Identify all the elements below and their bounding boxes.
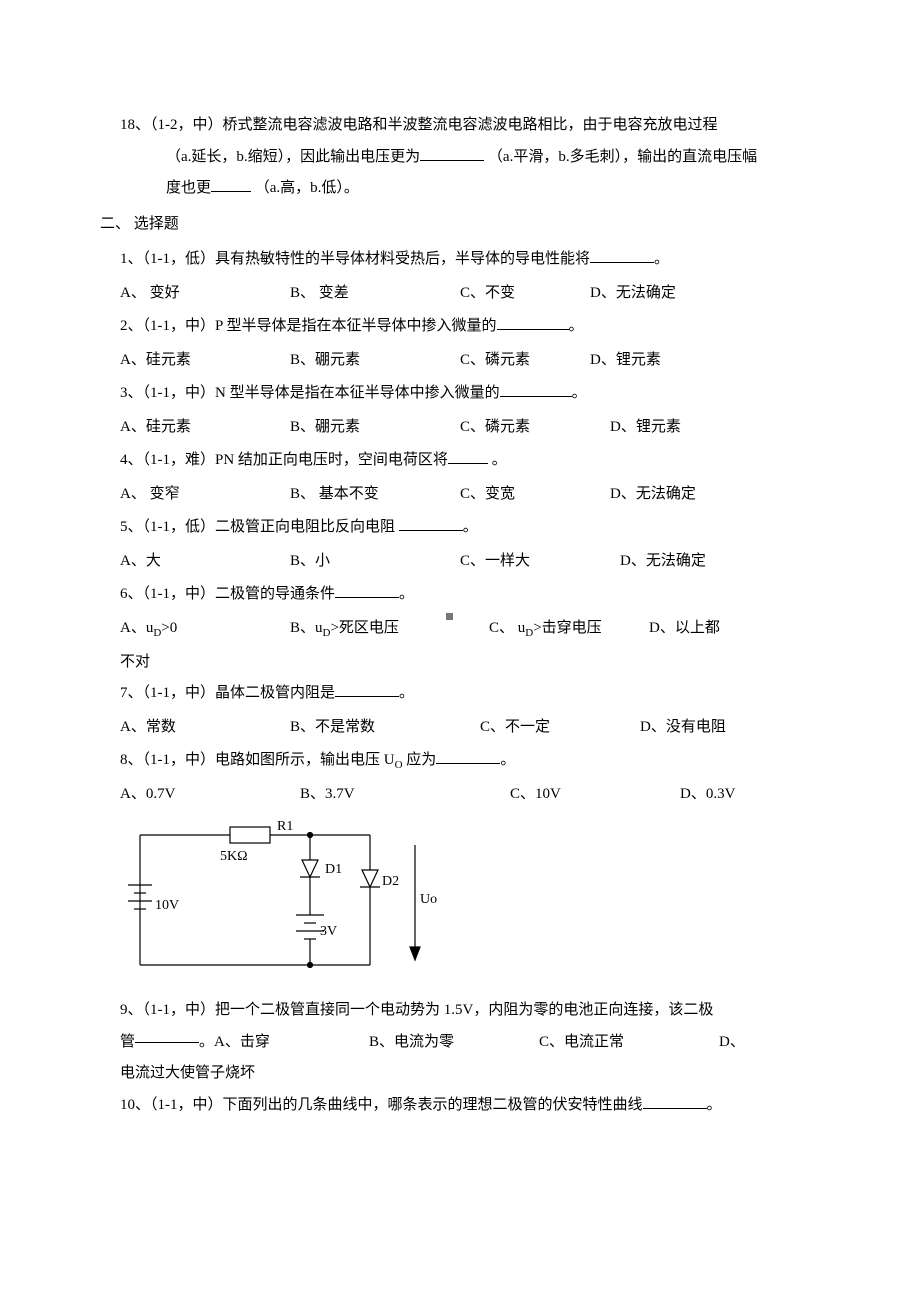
blank (448, 448, 488, 464)
q1-stem: 1、（1-1，低）具有热敏特性的半导体材料受热后，半导体的导电性能将。 (120, 244, 820, 276)
q18-line3: 度也更 （a.高，b.低）。 (120, 173, 820, 205)
circuit-label-uo: Uo (420, 892, 437, 907)
q6-options: A、uD>0 B、uD>死区电压 C、 uD>击穿电压 D、以上都 (120, 613, 820, 645)
q8-opt-a: A、0.7V (120, 779, 300, 811)
q6-stem: 6、（1-1，中）二极管的导通条件。 (120, 579, 820, 611)
q8-opt-d: D、0.3V (680, 779, 735, 811)
q2-stem: 2、（1-1，中）P 型半导体是指在本征半导体中掺入微量的。 (120, 311, 820, 343)
q7-options: A、常数 B、不是常数 C、不一定 D、没有电阻 (120, 712, 820, 744)
circuit-label-r1val: 5KΩ (220, 849, 248, 864)
q5-stem: 5、（1-1，低）二极管正向电阻比反向电阻 。 (120, 512, 820, 544)
q1-opt-b: B、 变差 (290, 278, 460, 310)
section-2-header: 二、 选择题 (100, 209, 820, 241)
q8-circuit-diagram: R1 5KΩ 10V D1 D2 3V Uo (120, 815, 820, 988)
q3-options: A、硅元素 B、硼元素 C、磷元素 D、锂元素 (120, 412, 820, 444)
q10-stem: 10、（1-1，中）下面列出的几条曲线中，哪条表示的理想二极管的伏安特性曲线。 (120, 1090, 820, 1122)
q6-opt-a: A、uD>0 (120, 613, 290, 645)
q8-opt-c: C、10V (510, 779, 680, 811)
circuit-label-d1: D1 (325, 862, 342, 877)
blank (590, 247, 654, 263)
circuit-label-10v: 10V (155, 898, 179, 913)
q3-opt-d: D、锂元素 (610, 412, 681, 444)
q8-stem: 8、（1-1，中）电路如图所示，输出电压 UO 应为。 (120, 745, 820, 777)
q4-opt-d: D、无法确定 (610, 479, 696, 511)
q2-opt-b: B、硼元素 (290, 345, 460, 377)
q6-cont: 不对 (120, 647, 820, 679)
q1-opt-d: D、无法确定 (590, 278, 676, 310)
q5-opt-b: B、小 (290, 546, 460, 578)
q7-opt-b: B、不是常数 (290, 712, 480, 744)
q18-line2a: （a.延长，b.缩短），因此输出电压更为 (166, 149, 420, 165)
q8-options: A、0.7V B、3.7V C、10V D、0.3V (120, 779, 820, 811)
q7-opt-a: A、常数 (120, 712, 290, 744)
blank (436, 748, 500, 764)
circuit-label-r1: R1 (277, 819, 293, 834)
circuit-label-d2: D2 (382, 874, 399, 889)
q4-options: A、 变窄 B、 基本不变 C、变宽 D、无法确定 (120, 479, 820, 511)
q5-opt-c: C、一样大 (460, 546, 620, 578)
blank (335, 681, 399, 697)
q4-opt-a: A、 变窄 (120, 479, 290, 511)
q2-options: A、硅元素 B、硼元素 C、磷元素 D、锂元素 (120, 345, 820, 377)
q4-stem: 4、（1-1，难）PN 结加正向电压时，空间电荷区将 。 (120, 445, 820, 477)
q9-opt-d: D、 (719, 1027, 745, 1059)
q1-opt-a: A、 变好 (120, 278, 290, 310)
q18-line3b: （a.高，b.低）。 (255, 180, 359, 196)
q4-opt-b: B、 基本不变 (290, 479, 460, 511)
q7-stem: 7、（1-1，中）晶体二极管内阻是。 (120, 678, 820, 710)
q1-opt-c: C、不变 (460, 278, 590, 310)
blank (497, 314, 569, 330)
q8-opt-b: B、3.7V (300, 779, 510, 811)
q9-line1: 9、（1-1，中）把一个二极管直接同一个电动势为 1.5V，内阻为零的电池正向连… (120, 995, 820, 1027)
blank (135, 1027, 199, 1043)
q6-opt-c: C、 uD>击穿电压 (489, 613, 649, 645)
q9-line3: 电流过大使管子烧坏 (120, 1058, 820, 1090)
blank (335, 582, 399, 598)
q2-opt-d: D、锂元素 (590, 345, 661, 377)
blank (211, 176, 251, 192)
q2-opt-a: A、硅元素 (120, 345, 290, 377)
q7-opt-c: C、不一定 (480, 712, 640, 744)
blank (420, 145, 484, 161)
q3-opt-b: B、硼元素 (290, 412, 460, 444)
q9-opt-c: C、电流正常 (539, 1027, 719, 1059)
blank (399, 515, 463, 531)
q2-opt-c: C、磷元素 (460, 345, 590, 377)
q9-line2: 管。A、击穿 B、电流为零 C、电流正常 D、 (120, 1027, 820, 1059)
q3-opt-c: C、磷元素 (460, 412, 610, 444)
q1-options: A、 变好 B、 变差 C、不变 D、无法确定 (120, 278, 820, 310)
q5-options: A、大 B、小 C、一样大 D、无法确定 (120, 546, 820, 578)
q6-opt-b: B、uD>死区电压 (290, 613, 440, 645)
q18-line3a: 度也更 (166, 180, 211, 196)
q7-opt-d: D、没有电阻 (640, 712, 726, 744)
q9-opt-b: B、电流为零 (369, 1027, 539, 1059)
circuit-label-3v: 3V (320, 924, 337, 939)
marker-icon (446, 613, 453, 620)
q5-opt-d: D、无法确定 (620, 546, 706, 578)
blank (500, 381, 572, 397)
q4-opt-c: C、变宽 (460, 479, 610, 511)
q3-stem: 3、（1-1，中）N 型半导体是指在本征半导体中掺入微量的。 (120, 378, 820, 410)
q18-line2b: （a.平滑，b.多毛刺），输出的直流电压幅 (488, 149, 757, 165)
q3-opt-a: A、硅元素 (120, 412, 290, 444)
blank (643, 1093, 707, 1109)
q18-line1: 18、（1-2，中）桥式整流电容滤波电路和半波整流电容滤波电路相比，由于电容充放… (120, 110, 820, 142)
q5-opt-a: A、大 (120, 546, 290, 578)
q18-line2: （a.延长，b.缩短），因此输出电压更为 （a.平滑，b.多毛刺），输出的直流电… (120, 142, 820, 174)
q6-opt-d: D、以上都 (649, 613, 720, 645)
